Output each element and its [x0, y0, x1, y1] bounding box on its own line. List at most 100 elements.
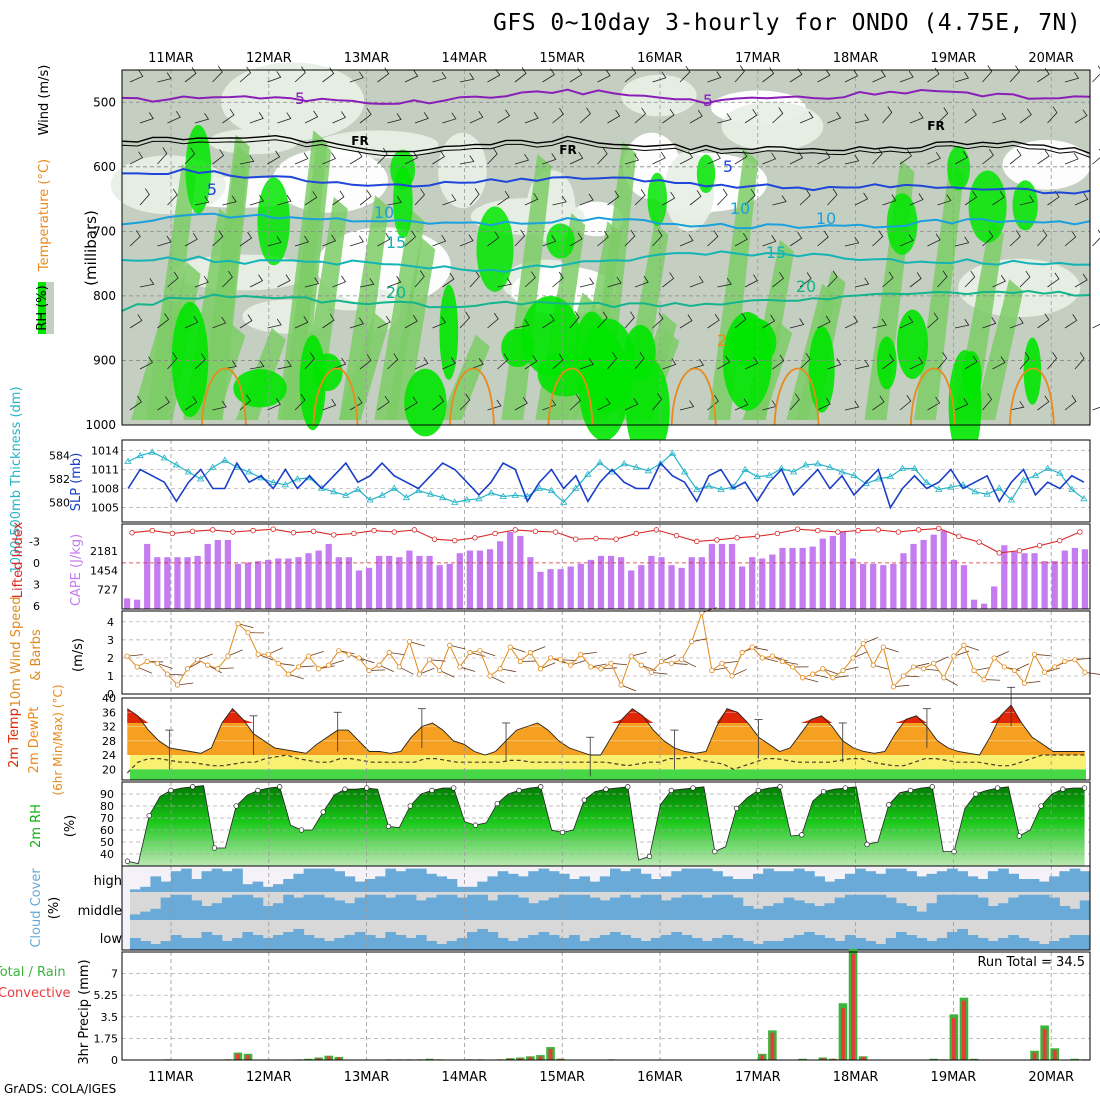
- rh2m-marker: [886, 802, 892, 808]
- cape-bar: [749, 557, 756, 609]
- wind-barb: [772, 107, 784, 124]
- rh-dry-blob: [620, 74, 697, 117]
- lifted-index-marker: [331, 532, 337, 538]
- wind-speed-marker: [447, 642, 453, 648]
- axis-label: 1000-500mb Thickness (dm): [9, 386, 24, 573]
- wind-barb: [294, 393, 306, 411]
- wind-barb: [432, 316, 447, 329]
- rh-saturated-blob: [257, 177, 290, 266]
- rh-saturated-blob: [393, 165, 413, 239]
- tick-label: 80: [100, 800, 114, 813]
- wind-barb: [157, 235, 172, 247]
- cape-bar: [678, 567, 685, 609]
- cloud-cover-low: [344, 935, 356, 950]
- cloud-cover-high: [1069, 868, 1081, 892]
- wind-barb: [322, 234, 337, 247]
- thickness-marker: [124, 457, 132, 464]
- cape-bar: [728, 543, 736, 609]
- cloud-cover-low: [354, 932, 366, 950]
- cloud-cover-middle: [558, 894, 570, 920]
- wind-speed-marker: [437, 667, 443, 674]
- wind-barb: [167, 110, 181, 124]
- tick-label: 60: [100, 824, 114, 837]
- cape-bar: [496, 541, 504, 609]
- wind-barb: [607, 109, 621, 124]
- wind-speed-marker: [1011, 667, 1017, 674]
- wind-barb: [909, 193, 924, 206]
- wind-speed-marker: [810, 671, 816, 677]
- thickness-marker: [620, 460, 628, 467]
- panel-frame: [121, 523, 1091, 610]
- precip-convective-bar: [538, 1056, 543, 1060]
- wind-barb-10m: [167, 673, 184, 676]
- cloud-cover-high: [824, 881, 836, 892]
- thickness-marker: [886, 472, 895, 480]
- cloud-cover-middle: [967, 894, 979, 920]
- tick-label: 600: [93, 160, 116, 174]
- wind-barb: [524, 355, 538, 370]
- wind-barb: [524, 192, 539, 206]
- cloud-cover-high: [569, 879, 580, 892]
- cloud-cover-high: [947, 868, 958, 892]
- cloud-cover-high: [793, 868, 805, 892]
- wind-barb-10m: [651, 671, 668, 675]
- cape-bar: [123, 598, 131, 609]
- rh-saturated-blob: [696, 154, 716, 194]
- rh-moist-column: [339, 195, 390, 420]
- rh2m-marker: [190, 784, 196, 790]
- wind-barb-10m: [540, 662, 556, 670]
- cloud-cover-middle: [436, 894, 448, 920]
- wind-barb: [872, 230, 884, 247]
- wind-barb-10m: [469, 652, 486, 657]
- cloud-cover-low: [732, 938, 744, 950]
- cloud-cover-high: [967, 876, 979, 892]
- wind-barb: [404, 151, 419, 165]
- cloud-cover-high: [415, 868, 427, 892]
- wind-barb: [459, 234, 474, 247]
- cloud-cover-high: [885, 868, 897, 892]
- wind-barb: [772, 272, 785, 288]
- wind-barb: [1092, 65, 1100, 83]
- wind-barb: [992, 112, 1007, 124]
- cape-bar: [900, 553, 907, 609]
- wind-speed-marker: [1001, 664, 1007, 670]
- wind-speed-marker: [1062, 658, 1068, 665]
- wind-barb-10m: [1024, 680, 1041, 684]
- thickness-marker: [572, 484, 580, 491]
- axis-label: 3hr Precip (mm): [77, 959, 92, 1064]
- cape-bar: [517, 535, 524, 609]
- wind-barb: [964, 190, 978, 206]
- cloud-cover-middle: [875, 894, 887, 920]
- wind-speed-marker: [880, 644, 886, 650]
- wind-barb: [854, 113, 870, 124]
- lifted-index-marker: [512, 527, 518, 533]
- lifted-index-marker: [653, 527, 660, 533]
- cape-bar: [315, 550, 322, 609]
- cloud-cover-high: [1059, 871, 1071, 892]
- isotherm-FR-double: [121, 139, 1091, 158]
- wind-barb: [212, 149, 225, 165]
- wind-barb-10m: [620, 684, 637, 692]
- contour-label: 20: [386, 283, 406, 302]
- axis-label: Temperature (°C): [37, 159, 52, 272]
- cloud-cover-high: [773, 871, 785, 892]
- rh-saturated-blob: [730, 317, 777, 368]
- thickness-marker: [705, 482, 713, 489]
- precip-convective-bar: [528, 1056, 533, 1060]
- wind-barb: [982, 65, 993, 83]
- cloud-cover-middle: [415, 900, 427, 920]
- wind-barb: [487, 68, 501, 83]
- wind-barb: [927, 312, 939, 329]
- precip-convective-bar: [760, 1055, 765, 1060]
- lifted-index-marker: [230, 529, 236, 535]
- rh-saturated-blob: [968, 170, 1007, 243]
- cloud-cover-low: [599, 935, 611, 950]
- wind-barb: [194, 353, 206, 370]
- cloud-cover-high: [977, 879, 989, 892]
- wind-barb: [414, 188, 425, 206]
- contour-label: 15: [766, 243, 786, 262]
- wind-speed-marker: [991, 655, 997, 661]
- wind-barb: [899, 315, 914, 329]
- lifted-index-marker: [976, 539, 982, 545]
- cloud-cover-low: [895, 932, 907, 950]
